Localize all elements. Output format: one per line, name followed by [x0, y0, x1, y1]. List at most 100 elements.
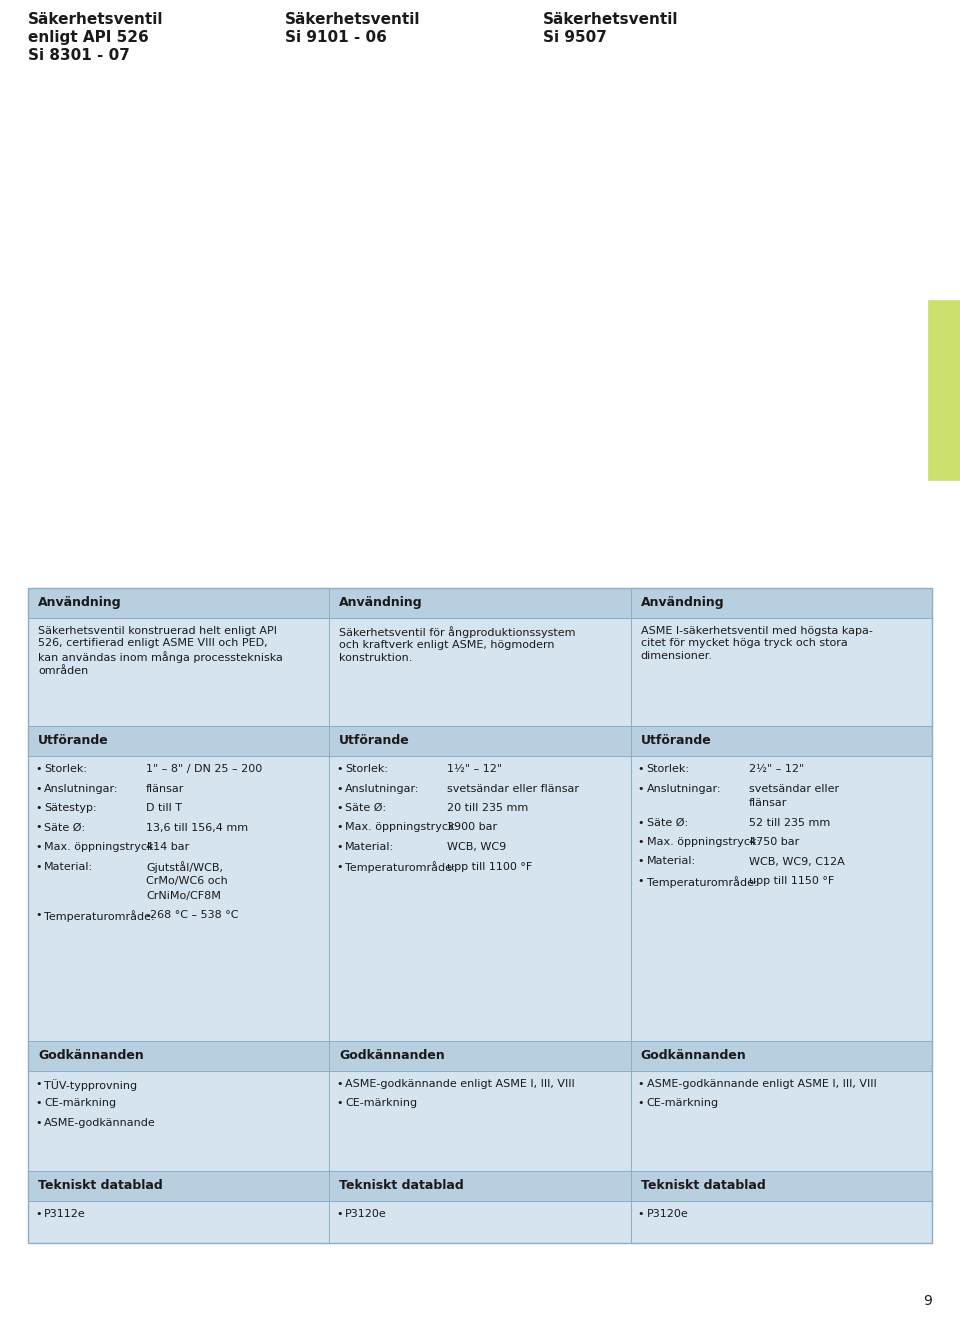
Text: •: • [637, 1079, 644, 1089]
Bar [631, 1170, 932, 1201]
Bar [631, 588, 932, 618]
Bar [28, 1071, 329, 1170]
Bar [329, 1201, 631, 1244]
Text: P3112e: P3112e [44, 1209, 85, 1220]
Text: Användning: Användning [38, 596, 122, 609]
Text: Säkerhetsventil: Säkerhetsventil [28, 12, 163, 27]
Text: •: • [336, 763, 343, 774]
Text: •: • [35, 822, 41, 833]
Text: •: • [637, 857, 644, 867]
Text: P3120e: P3120e [346, 1209, 387, 1220]
Text: Tekniskt datablad: Tekniskt datablad [38, 1178, 163, 1192]
Text: Anslutningar:: Anslutningar: [44, 783, 118, 794]
Text: CrNiMo/CF8M: CrNiMo/CF8M [146, 891, 221, 900]
Bar [28, 618, 329, 726]
Text: •: • [336, 1079, 343, 1089]
Text: •: • [35, 763, 41, 774]
Text: Säkerhetsventil för ångproduktionssystem
och kraftverk enligt ASME, högmodern
ko: Säkerhetsventil för ångproduktionssystem… [339, 626, 576, 662]
Text: Max. öppningstryck:: Max. öppningstryck: [647, 837, 759, 847]
Text: TÜV-typprovning: TÜV-typprovning [44, 1079, 137, 1091]
Text: •: • [35, 803, 41, 813]
Bar [329, 755, 631, 1041]
Text: -268 °C – 538 °C: -268 °C – 538 °C [146, 910, 238, 920]
Bar [631, 1201, 932, 1244]
Text: •: • [637, 876, 644, 886]
Text: •: • [336, 783, 343, 794]
Text: ASME-godkännande: ASME-godkännande [44, 1119, 156, 1128]
Text: •: • [35, 862, 41, 871]
Text: upp till 1100 °F: upp till 1100 °F [447, 862, 533, 871]
Bar [28, 588, 932, 1244]
Text: flänsar: flänsar [749, 798, 787, 809]
Text: 52 till 235 mm: 52 till 235 mm [749, 818, 829, 827]
Text: 3900 bar: 3900 bar [447, 822, 497, 833]
Text: Säkerhetsventil konstruerad helt enligt API
526, certifierad enligt ASME VIII oc: Säkerhetsventil konstruerad helt enligt … [38, 626, 283, 676]
Text: ASME-godkännande enligt ASME I, III, VIII: ASME-godkännande enligt ASME I, III, VII… [346, 1079, 575, 1089]
Text: Utförande: Utförande [38, 734, 108, 747]
Text: Användning: Användning [339, 596, 423, 609]
Text: Säte Ø:: Säte Ø: [346, 803, 387, 813]
Text: 20 till 235 mm: 20 till 235 mm [447, 803, 529, 813]
Text: Godkännanden: Godkännanden [38, 1049, 144, 1061]
Text: Si 9507: Si 9507 [543, 31, 607, 45]
Text: Användning: Användning [640, 596, 724, 609]
Text: •: • [336, 862, 343, 871]
Text: •: • [336, 1099, 343, 1108]
Text: Storlek:: Storlek: [647, 763, 689, 774]
Text: D till T: D till T [146, 803, 182, 813]
Text: •: • [35, 1209, 41, 1220]
Text: Material:: Material: [647, 857, 696, 867]
Text: enligt API 526: enligt API 526 [28, 31, 149, 45]
Text: Storlek:: Storlek: [44, 763, 87, 774]
Text: •: • [637, 763, 644, 774]
Bar [28, 1170, 329, 1201]
Text: WCB, WC9: WCB, WC9 [447, 842, 507, 853]
Text: •: • [336, 803, 343, 813]
Text: WCB, WC9, C12A: WCB, WC9, C12A [749, 857, 845, 867]
Text: svetsändar eller flänsar: svetsändar eller flänsar [447, 783, 579, 794]
Text: Temperaturområde:: Temperaturområde: [647, 876, 757, 888]
Text: Temperaturområde:: Temperaturområde: [44, 910, 155, 922]
Text: •: • [35, 1099, 41, 1108]
Text: Storlek:: Storlek: [346, 763, 389, 774]
Bar [28, 588, 329, 618]
Text: 2½" – 12": 2½" – 12" [749, 763, 804, 774]
Text: Sätestyp:: Sätestyp: [44, 803, 97, 813]
Text: •: • [35, 1079, 41, 1089]
Text: ASME-godkännande enligt ASME I, III, VIII: ASME-godkännande enligt ASME I, III, VII… [647, 1079, 876, 1089]
Text: 4750 bar: 4750 bar [749, 837, 799, 847]
Bar [329, 618, 631, 726]
Text: Si 9101 - 06: Si 9101 - 06 [285, 31, 387, 45]
Text: Säte Ø:: Säte Ø: [647, 818, 687, 827]
Text: Anslutningar:: Anslutningar: [346, 783, 420, 794]
Text: svetsändar eller: svetsändar eller [749, 783, 839, 794]
Text: 9: 9 [924, 1294, 932, 1307]
Bar [631, 726, 932, 755]
Bar [28, 726, 329, 755]
Text: Temperaturområde:: Temperaturområde: [346, 862, 456, 874]
Text: Material:: Material: [44, 862, 93, 871]
Text: 1" – 8" / DN 25 – 200: 1" – 8" / DN 25 – 200 [146, 763, 262, 774]
Text: •: • [637, 783, 644, 794]
Text: CrMo/WC6 och: CrMo/WC6 och [146, 876, 228, 886]
Bar [329, 1170, 631, 1201]
Text: Gjutstål/WCB,: Gjutstål/WCB, [146, 862, 223, 874]
Bar [329, 1071, 631, 1170]
Bar [928, 301, 960, 480]
Bar [329, 1041, 631, 1071]
Bar [28, 755, 329, 1041]
Text: •: • [336, 1209, 343, 1220]
Text: Material:: Material: [346, 842, 395, 853]
Bar [631, 1071, 932, 1170]
Text: Utförande: Utförande [339, 734, 410, 747]
Text: •: • [336, 842, 343, 853]
Text: Tekniskt datablad: Tekniskt datablad [640, 1178, 765, 1192]
Text: Tekniskt datablad: Tekniskt datablad [339, 1178, 464, 1192]
Text: Anslutningar:: Anslutningar: [647, 783, 721, 794]
Text: ASME I-säkerhetsventil med högsta kapa-
citet för mycket höga tryck och stora
di: ASME I-säkerhetsventil med högsta kapa- … [640, 626, 873, 661]
Bar [631, 618, 932, 726]
Text: •: • [637, 837, 644, 847]
Text: Utförande: Utförande [640, 734, 711, 747]
Bar [329, 726, 631, 755]
Text: CE-märkning: CE-märkning [44, 1099, 116, 1108]
